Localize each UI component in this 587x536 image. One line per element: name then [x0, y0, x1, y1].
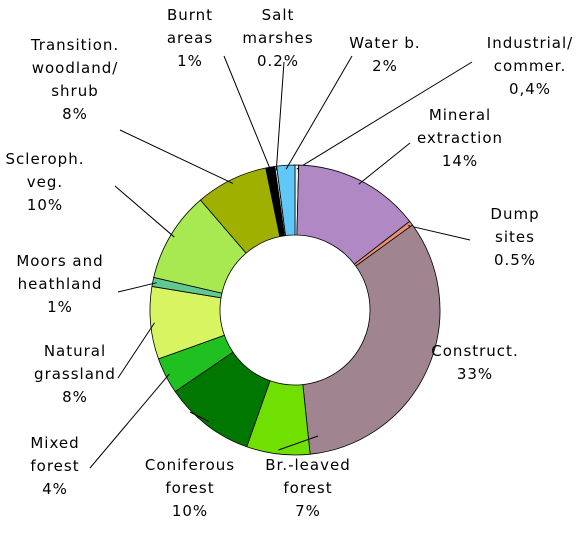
value-label: 8%: [62, 105, 88, 123]
value-label: 7%: [295, 502, 321, 520]
donut-slice: [276, 164, 296, 237]
category-label: Natural grassland: [34, 342, 116, 383]
leader-line: [114, 185, 175, 238]
leader-line: [358, 142, 411, 185]
value-label: 8%: [62, 388, 88, 406]
value-label: 2%: [372, 57, 398, 75]
value-label: 0.5%: [493, 251, 537, 269]
leader-line: [189, 411, 210, 423]
donut-slice: [302, 224, 441, 455]
leader-line: [89, 373, 170, 469]
category-label: Water b.: [349, 34, 421, 52]
leader-line: [296, 61, 473, 170]
leader-line: [285, 55, 353, 170]
slice-label: Construct. 33%: [431, 340, 518, 386]
value-label: 0,4%: [508, 80, 552, 98]
category-label: Burnt areas: [166, 6, 214, 47]
slice-label: Salt marshes 0.2%: [242, 4, 313, 73]
value-label: 1%: [177, 52, 203, 70]
slice-label: Mixed forest 4%: [30, 432, 79, 501]
value-label: 14%: [441, 152, 479, 170]
category-label: Transition. woodland/ shrub: [30, 36, 120, 100]
slice-label: Transition. woodland/ shrub 8%: [31, 34, 119, 126]
slice-label: Br.-leaved forest 7%: [265, 454, 350, 523]
value-label: 1%: [47, 298, 73, 316]
slice-label: Dump sites 0.5%: [490, 203, 539, 272]
value-label: 0.2%: [256, 52, 300, 70]
leader-line: [117, 282, 157, 293]
category-label: Moors and heathland: [16, 252, 104, 293]
slice-label: Mineral extraction 14%: [417, 104, 503, 173]
category-label: Mineral extraction: [416, 106, 504, 147]
category-label: Construct.: [431, 342, 519, 360]
value-label: 4%: [42, 480, 68, 498]
category-label: Mixed forest: [30, 434, 80, 475]
leader-line: [275, 61, 285, 171]
category-label: Coniferous forest: [144, 456, 236, 497]
leader-line: [278, 435, 319, 451]
category-label: Dump sites: [490, 205, 540, 246]
category-label: Salt marshes: [242, 6, 314, 47]
slice-label: Industrial/ commer. 0,4%: [487, 32, 573, 101]
slice-label: Burnt areas 1%: [167, 4, 213, 73]
leader-line: [117, 322, 155, 379]
leader-line: [119, 129, 234, 184]
leader-line: [407, 225, 471, 241]
leader-line: [223, 55, 272, 172]
category-label: Br.-leaved forest: [265, 456, 351, 497]
slice-label: Scleroph. veg. 10%: [6, 148, 85, 217]
value-label: 33%: [456, 365, 494, 383]
value-label: 10%: [171, 502, 209, 520]
slice-label: Moors and heathland 1%: [16, 250, 103, 319]
value-label: 10%: [26, 196, 64, 214]
slice-label: Natural grassland 8%: [34, 340, 116, 409]
slice-label: Coniferous forest 10%: [145, 454, 235, 523]
slice-label: Water b. 2%: [349, 32, 420, 78]
category-label: Industrial/ commer.: [486, 34, 574, 75]
category-label: Scleroph. veg.: [5, 150, 85, 191]
